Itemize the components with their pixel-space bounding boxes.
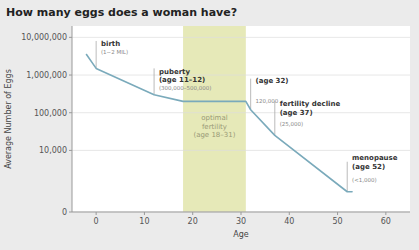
annotation: fertility decline(age 37) [280,100,341,117]
tick-label: 0 [62,208,67,217]
grid-line [72,75,410,76]
x-axis [72,212,410,213]
annotation: (age 32) [255,77,288,85]
tick-label: 50 [332,217,342,226]
x-axis-label: Age [233,230,249,239]
annotation-note: (1~2 MIL) [101,49,128,55]
tick-label: 10,000 [39,146,67,155]
tick-label: 10,000,000 [21,33,67,42]
grid-line [72,212,410,213]
tick-label: 20 [188,217,198,226]
plot-content [72,26,410,212]
tick-label: 100,000 [34,109,67,118]
data-line [86,55,352,192]
background [0,0,419,250]
tick-label: 0 [94,217,99,226]
grid-line [72,150,410,151]
shade-label: optimalfertility(age 18–31) [193,114,235,140]
annotation-note: 120,000 [255,98,278,104]
chart: 0 10,000 100,000 1,000,000 10,000,000 0 10 20 30… [0,0,419,250]
annotation: birth [101,40,120,48]
tick-label: 10 [139,217,149,226]
tick-label: 60 [381,217,391,226]
y-axis-label: Average Number of Eggs [4,69,13,169]
guide-line [347,162,348,192]
annotation: puberty(age 11–12) [159,68,205,85]
annotation: menopause(age 52) [352,154,398,171]
guide-line [250,79,251,110]
plot-area [72,26,410,212]
tick-label: 1,000,000 [26,71,67,80]
shaded-range [183,26,246,212]
title: How many eggs does a woman have? [6,6,237,19]
grid-line [72,37,410,38]
y-axis [72,26,73,212]
tick-label: 30 [236,217,246,226]
guide-line [154,68,155,94]
tick-label: 40 [284,217,294,226]
annotation-note: (25,000) [280,121,304,127]
grid-line [72,112,410,113]
guide-line [274,101,275,135]
annotation-note: (<1,000) [352,177,377,183]
guide-line [96,41,97,68]
annotation-note: (300,000–500,000) [159,85,212,91]
